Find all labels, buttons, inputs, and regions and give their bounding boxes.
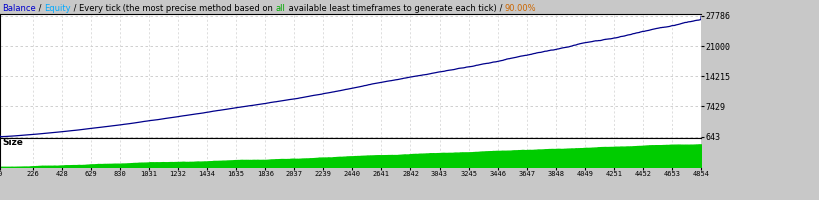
Text: available least timeframes to generate each tick): available least timeframes to generate e… (286, 4, 496, 13)
Text: /: / (70, 4, 79, 13)
Text: Balance: Balance (2, 4, 36, 13)
Text: /: / (36, 4, 44, 13)
Text: all: all (276, 4, 286, 13)
Text: /: / (496, 4, 505, 13)
Text: Size: Size (2, 138, 23, 147)
Text: Every tick: Every tick (79, 4, 120, 13)
Text: (the most precise method based on: (the most precise method based on (120, 4, 276, 13)
Text: 90.00%: 90.00% (505, 4, 536, 13)
Text: Equity: Equity (44, 4, 70, 13)
